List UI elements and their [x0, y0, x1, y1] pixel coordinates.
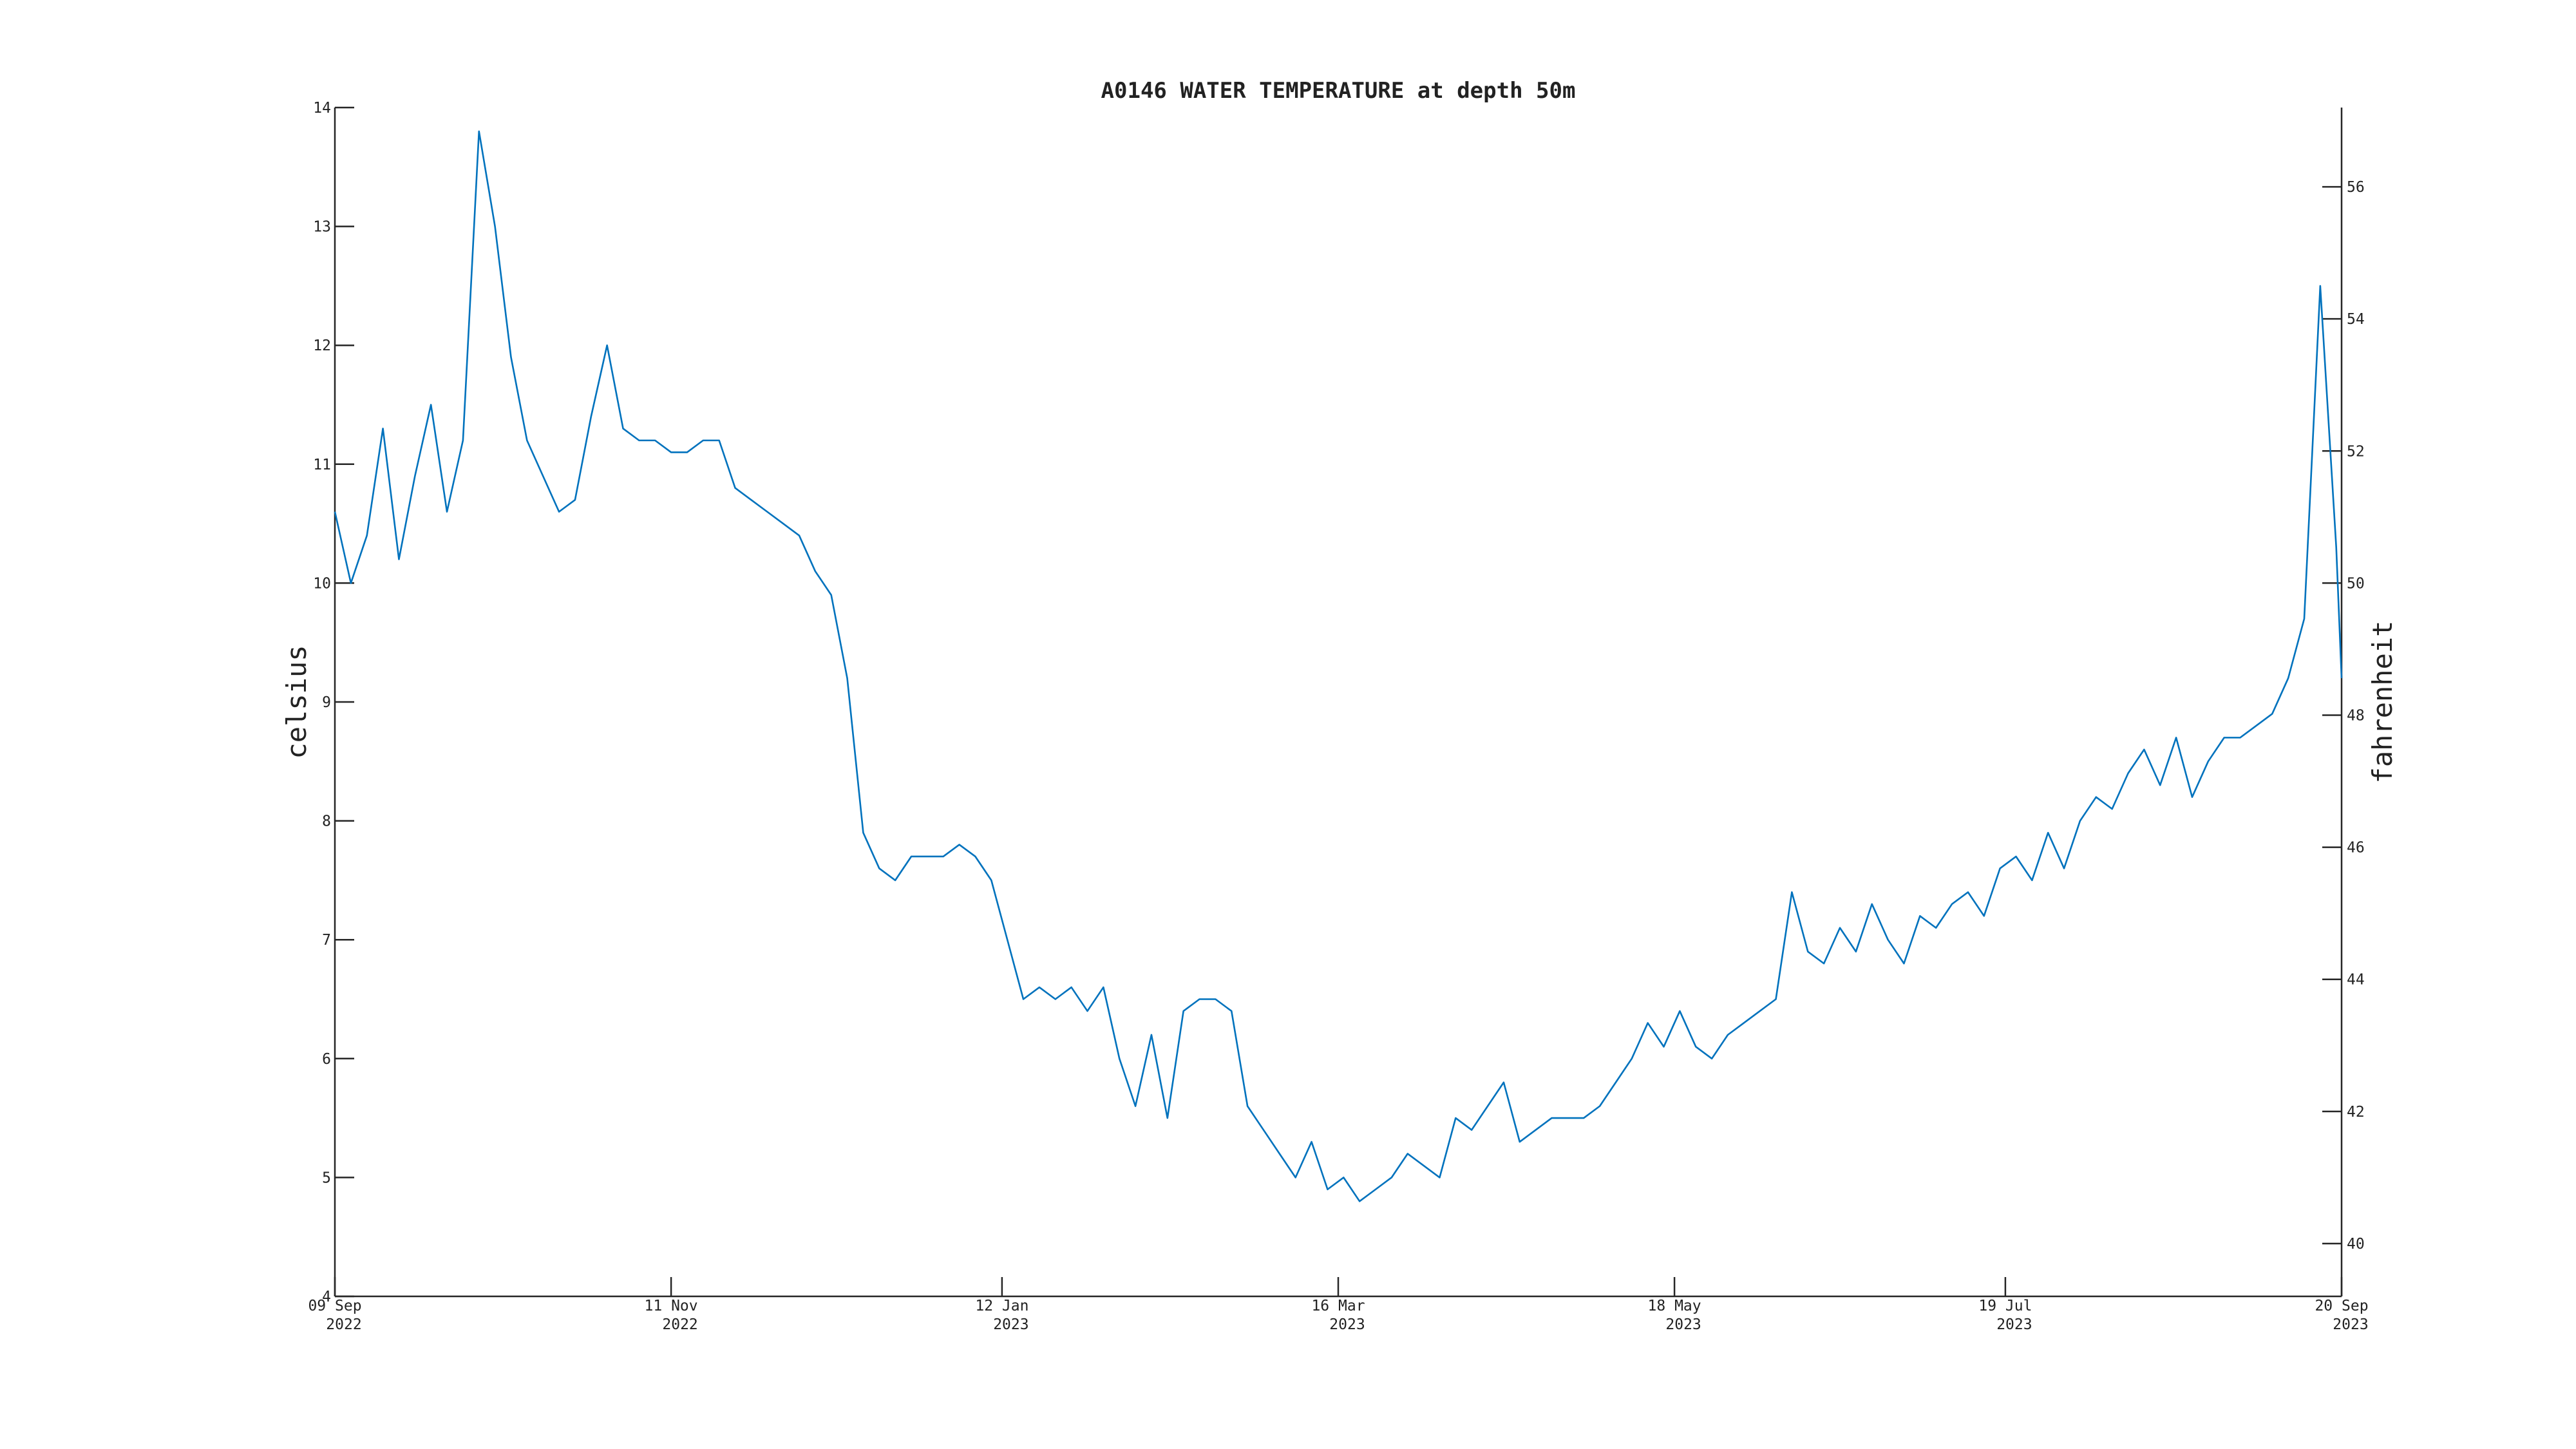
y2-tick-label: 54 [2347, 311, 2365, 328]
x-tick-label: 20 Sep [2315, 1298, 2368, 1314]
x-tick-label: 2023 [1329, 1316, 1365, 1333]
y-tick-label: 10 [313, 575, 331, 592]
y-tick-label: 8 [322, 813, 331, 830]
y-tick-label: 12 [313, 337, 331, 354]
y2-tick-label: 52 [2347, 443, 2365, 460]
x-tick-label: 19 Jul [1978, 1298, 2032, 1314]
y2-tick-label: 40 [2347, 1236, 2365, 1253]
x-tick-label: 2023 [1996, 1316, 2032, 1333]
y2-tick-label: 44 [2347, 972, 2365, 989]
x-tick-label: 2022 [662, 1316, 697, 1333]
y-tick-label: 5 [322, 1170, 331, 1186]
x-tick-label: 12 Jan [975, 1298, 1028, 1314]
y-tick-label: 13 [313, 219, 331, 236]
y2-tick-label: 50 [2347, 575, 2365, 592]
x-tick-label: 2023 [993, 1316, 1028, 1333]
x-tick-label: 18 May [1648, 1298, 1701, 1314]
x-tick-label: 2023 [1665, 1316, 1701, 1333]
x-tick-label: 2023 [2333, 1316, 2368, 1333]
y-tick-label: 14 [313, 100, 331, 117]
y-tick-label: 11 [313, 457, 331, 473]
y-tick-label: 6 [322, 1051, 331, 1068]
y-tick-label: 4 [322, 1289, 331, 1305]
y2-tick-label: 48 [2347, 708, 2365, 724]
x-tick-label: 11 Nov [645, 1298, 698, 1314]
y2-tick-label: 42 [2347, 1104, 2365, 1121]
x-tick-label: 2022 [326, 1316, 361, 1333]
x-tick-label: 09 Sep [308, 1298, 361, 1314]
y-axis-label: celsius [281, 645, 312, 759]
y-tick-label: 7 [322, 932, 331, 949]
chart-title: A0146 WATER TEMPERATURE at depth 50m [1101, 78, 1576, 104]
x-tick-label: 16 Mar [1311, 1298, 1365, 1314]
y2-tick-label: 46 [2347, 840, 2365, 857]
y2-axis-label: fahrenheit [2367, 621, 2398, 784]
y-tick-label: 9 [322, 694, 331, 711]
temperature-line [334, 130, 2343, 1202]
y2-tick-label: 56 [2347, 179, 2365, 196]
